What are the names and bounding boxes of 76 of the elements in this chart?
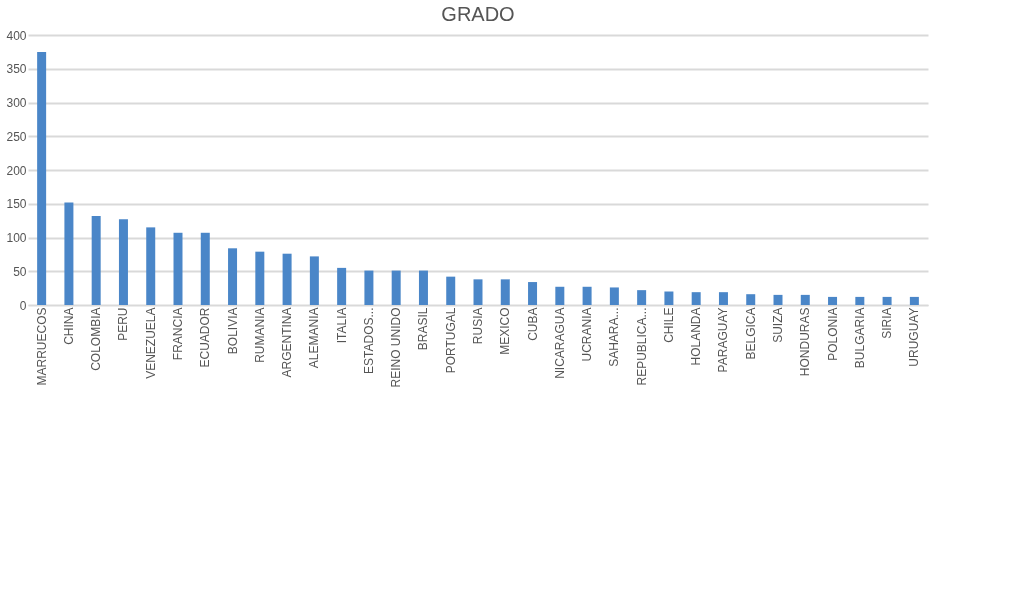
bar (609, 287, 619, 305)
x-tick-label: HOLANDA (689, 307, 704, 366)
x-tick-label: ECUADOR (198, 307, 213, 368)
bar (64, 202, 74, 305)
x-tick-label: REPUBLICA... (634, 307, 649, 386)
x-tick-label: SUIZA (771, 307, 785, 343)
x-tick-label: RUMANIA (252, 307, 267, 363)
bar (909, 296, 919, 305)
bar (255, 251, 265, 305)
bar (746, 294, 756, 305)
bar (337, 267, 347, 305)
bar (582, 286, 592, 305)
bar (173, 232, 183, 305)
x-tick-label: CHILE (661, 307, 676, 343)
x-tick-label: ESTADOS... (361, 307, 376, 374)
x-tick-label: VENEZUELA (143, 307, 158, 379)
bar (228, 248, 238, 305)
bar (473, 279, 483, 305)
bar (691, 292, 701, 305)
x-tick-label: PARAGUAY (716, 307, 731, 373)
x-tick-label: POLONIA (825, 307, 840, 361)
x-tick-label: UCRANIA (580, 307, 595, 362)
bar (718, 292, 728, 305)
x-tick-label: ALEMANIA (307, 307, 322, 369)
x-tick-label: BELGICA (743, 307, 758, 360)
x-tick-label: SAHARA... (607, 307, 622, 367)
x-tick-label: CUBA (525, 307, 540, 341)
bar (528, 282, 538, 305)
bar (637, 290, 647, 305)
bar (118, 219, 128, 305)
x-tick-label: HONDURAS (798, 307, 813, 377)
y-tick-label: 200 (6, 163, 27, 178)
y-tick-label: 100 (6, 231, 27, 245)
bar (146, 227, 156, 305)
x-tick-label: MEXICO (498, 307, 513, 355)
bar (773, 294, 783, 305)
x-tick-label: MARRUECOS (34, 307, 49, 386)
y-tick-label: 300 (6, 96, 27, 110)
x-tick-label: CHINA (61, 307, 76, 345)
chart-title: GRADO (441, 3, 515, 25)
bar (391, 270, 401, 305)
x-tick-label: URUGUAY (907, 307, 922, 367)
y-tick-label: 50 (13, 264, 27, 279)
x-tick-label: PORTUGAL (443, 307, 458, 374)
bar (282, 253, 292, 305)
x-tick-label: BRASIL (416, 307, 431, 351)
y-tick-label: 150 (6, 197, 27, 212)
bar (446, 276, 456, 305)
x-tick-label: ITALIA (334, 307, 349, 344)
x-tick-label: NICARAGUA (552, 307, 567, 379)
y-tick-label: 350 (6, 62, 27, 77)
bar (882, 296, 892, 305)
bar (800, 294, 810, 305)
bar (418, 270, 428, 305)
bar (364, 270, 374, 305)
bar (828, 296, 838, 305)
bar (309, 256, 319, 305)
bar (500, 279, 510, 305)
x-tick-label: ARGENTINA (280, 307, 295, 378)
x-tick-label: PERU (116, 307, 131, 341)
bar (37, 51, 47, 305)
bar (200, 232, 210, 305)
bar (91, 215, 101, 305)
y-tick-label: 250 (6, 129, 27, 144)
x-tick-label: FRANCIA (171, 307, 185, 361)
x-tick-label: BULGARIA (852, 307, 867, 369)
y-tick-label: 0 (19, 298, 27, 313)
y-tick-label: 400 (6, 28, 27, 43)
bar (555, 286, 565, 305)
x-tick-label: SIRIA (880, 307, 895, 339)
bar (855, 296, 865, 305)
x-tick-label: BOLIVIA (225, 307, 240, 355)
x-tick-label: COLOMBIA (89, 307, 104, 371)
bar (664, 291, 674, 305)
x-tick-label: RUSIA (471, 307, 485, 345)
x-tick-label: REINO UNIDO (389, 307, 404, 388)
